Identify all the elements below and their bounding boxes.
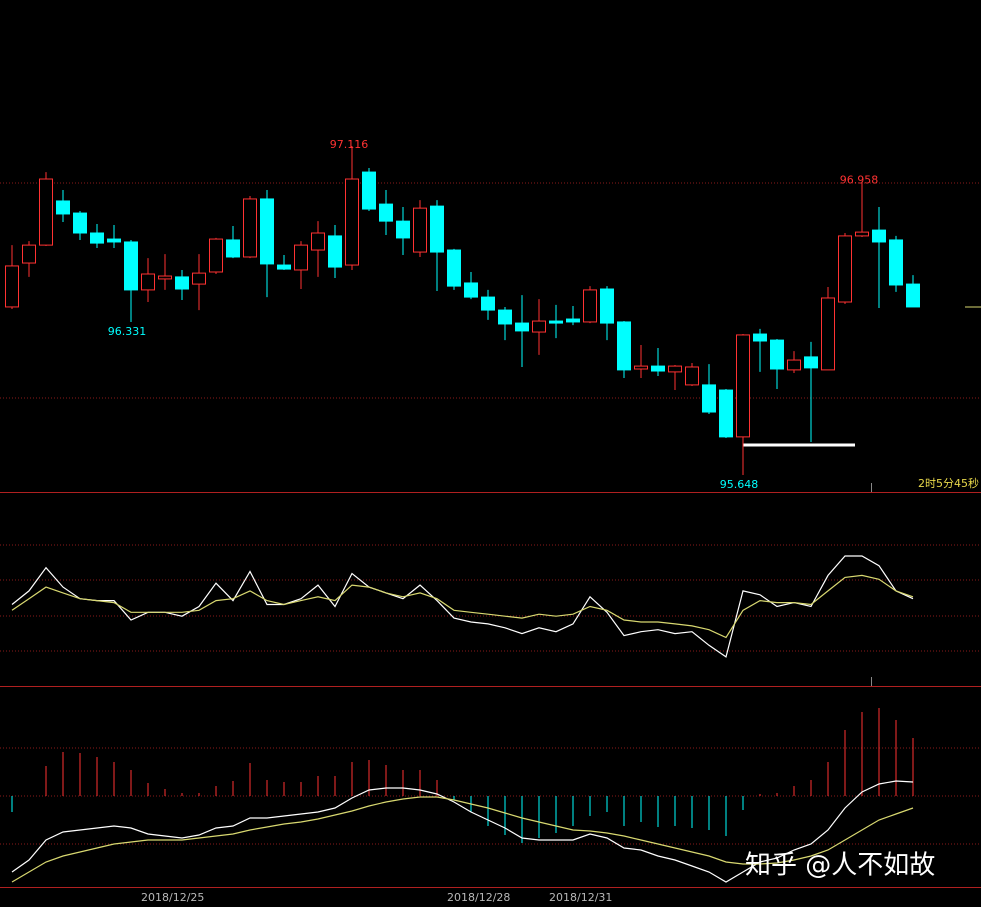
candle-body bbox=[396, 220, 410, 239]
candle-body bbox=[175, 276, 189, 290]
candle-body bbox=[243, 198, 257, 258]
candle-body bbox=[158, 275, 172, 280]
low-label: 96.331 bbox=[108, 325, 147, 338]
candle-body bbox=[124, 241, 138, 291]
candle-body bbox=[583, 289, 597, 323]
candle-body bbox=[362, 171, 376, 210]
layout bbox=[0, 182, 981, 888]
candle-body bbox=[515, 322, 529, 332]
candle-body bbox=[872, 229, 886, 243]
candle-body bbox=[685, 366, 699, 386]
candle-body bbox=[566, 318, 580, 323]
candle-body bbox=[532, 320, 546, 333]
candle-body bbox=[651, 365, 665, 372]
candle-body bbox=[311, 232, 325, 251]
candle-body bbox=[90, 232, 104, 244]
x-tick-label: 2018/12/31 bbox=[549, 891, 612, 904]
candle-body bbox=[889, 239, 903, 286]
countdown-timer: 2时5分45秒 bbox=[918, 476, 979, 490]
candle-body bbox=[770, 339, 784, 370]
candle-body bbox=[481, 296, 495, 311]
candle-body bbox=[277, 264, 291, 270]
candle-body bbox=[702, 384, 716, 413]
candle-body bbox=[804, 356, 818, 369]
watermark: 知乎 @人不如故 bbox=[745, 851, 935, 881]
candle-body bbox=[906, 283, 920, 308]
candle-body bbox=[141, 273, 155, 291]
candle-body bbox=[226, 239, 240, 258]
low-label: 95.648 bbox=[720, 478, 759, 491]
candle-body bbox=[39, 178, 53, 246]
candle-body bbox=[260, 198, 274, 265]
candle-body bbox=[668, 365, 682, 373]
candle-body bbox=[107, 238, 121, 243]
candle-body bbox=[379, 203, 393, 222]
candle-body bbox=[447, 249, 461, 287]
candle-body bbox=[345, 178, 359, 266]
indicator-line bbox=[11, 796, 914, 883]
candle-body bbox=[753, 333, 767, 342]
indicator-line bbox=[11, 555, 914, 658]
candle-body bbox=[838, 235, 852, 303]
candle-body bbox=[73, 212, 87, 234]
candle-body bbox=[192, 272, 206, 285]
candle-body bbox=[22, 244, 36, 264]
candle-body bbox=[56, 200, 70, 215]
candle-body bbox=[328, 235, 342, 268]
x-tick-label: 2018/12/25 bbox=[141, 891, 204, 904]
indicator-line bbox=[11, 574, 914, 639]
candle-body bbox=[549, 320, 563, 324]
high-label: 97.116 bbox=[330, 138, 369, 151]
x-tick-label: 2018/12/28 bbox=[447, 891, 510, 904]
candle-body bbox=[617, 321, 631, 371]
candle-body bbox=[736, 334, 750, 438]
candle-body bbox=[464, 282, 478, 298]
candle-body bbox=[787, 359, 801, 371]
candle-body bbox=[821, 297, 835, 371]
high-label: 96.958 bbox=[840, 173, 879, 186]
candle-body bbox=[294, 244, 308, 271]
candle-body bbox=[855, 231, 869, 237]
candle-body bbox=[600, 288, 614, 324]
candle-body bbox=[634, 365, 648, 370]
indicator-line bbox=[11, 780, 914, 883]
candle-body bbox=[5, 265, 19, 308]
candle-body bbox=[209, 238, 223, 273]
candle-body bbox=[430, 205, 444, 253]
candle-body bbox=[719, 389, 733, 438]
candle-body bbox=[498, 309, 512, 325]
candle-body bbox=[413, 207, 427, 253]
